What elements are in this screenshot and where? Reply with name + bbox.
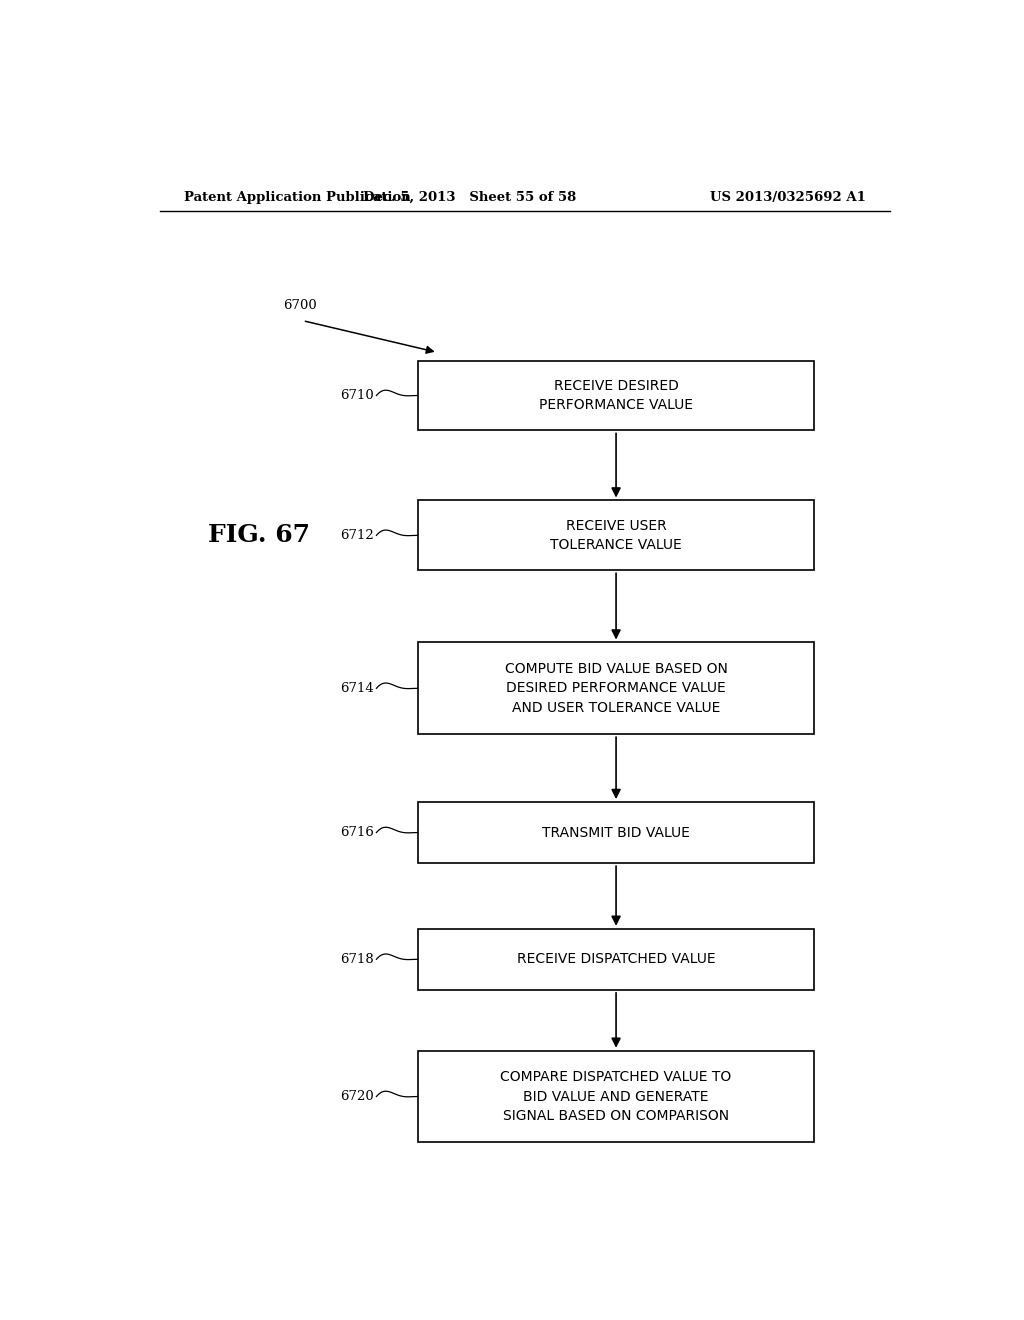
Bar	[418, 1051, 814, 1142]
Text: 6714: 6714	[340, 682, 374, 694]
Text: Dec. 5, 2013   Sheet 55 of 58: Dec. 5, 2013 Sheet 55 of 58	[362, 190, 575, 203]
Text: 6712: 6712	[340, 529, 374, 543]
Text: US 2013/0325692 A1: US 2013/0325692 A1	[711, 190, 866, 203]
Text: RECEIVE DISPATCHED VALUE: RECEIVE DISPATCHED VALUE	[517, 952, 716, 966]
Text: Patent Application Publication: Patent Application Publication	[183, 190, 411, 203]
Text: 6700: 6700	[283, 300, 316, 313]
Bar	[418, 643, 814, 734]
Bar	[418, 500, 814, 570]
Text: 6710: 6710	[340, 389, 374, 403]
Text: RECEIVE USER
TOLERANCE VALUE: RECEIVE USER TOLERANCE VALUE	[550, 519, 682, 552]
Text: COMPARE DISPATCHED VALUE TO
BID VALUE AND GENERATE
SIGNAL BASED ON COMPARISON: COMPARE DISPATCHED VALUE TO BID VALUE AN…	[501, 1071, 732, 1123]
Text: FIG. 67: FIG. 67	[208, 524, 310, 548]
Text: 6720: 6720	[340, 1090, 374, 1104]
Text: 6718: 6718	[340, 953, 374, 966]
Bar	[418, 929, 814, 990]
Text: TRANSMIT BID VALUE: TRANSMIT BID VALUE	[542, 825, 690, 840]
Bar	[418, 360, 814, 430]
Bar	[418, 803, 814, 863]
Text: 6716: 6716	[340, 826, 374, 840]
Text: COMPUTE BID VALUE BASED ON
DESIRED PERFORMANCE VALUE
AND USER TOLERANCE VALUE: COMPUTE BID VALUE BASED ON DESIRED PERFO…	[505, 661, 727, 715]
Text: RECEIVE DESIRED
PERFORMANCE VALUE: RECEIVE DESIRED PERFORMANCE VALUE	[539, 379, 693, 412]
